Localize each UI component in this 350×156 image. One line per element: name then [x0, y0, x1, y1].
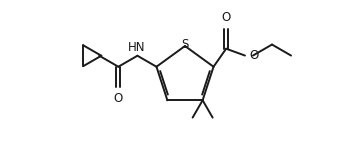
Text: O: O — [222, 11, 231, 24]
Text: O: O — [114, 92, 123, 105]
Text: S: S — [181, 38, 189, 51]
Text: HN: HN — [128, 41, 145, 54]
Text: O: O — [249, 49, 258, 62]
